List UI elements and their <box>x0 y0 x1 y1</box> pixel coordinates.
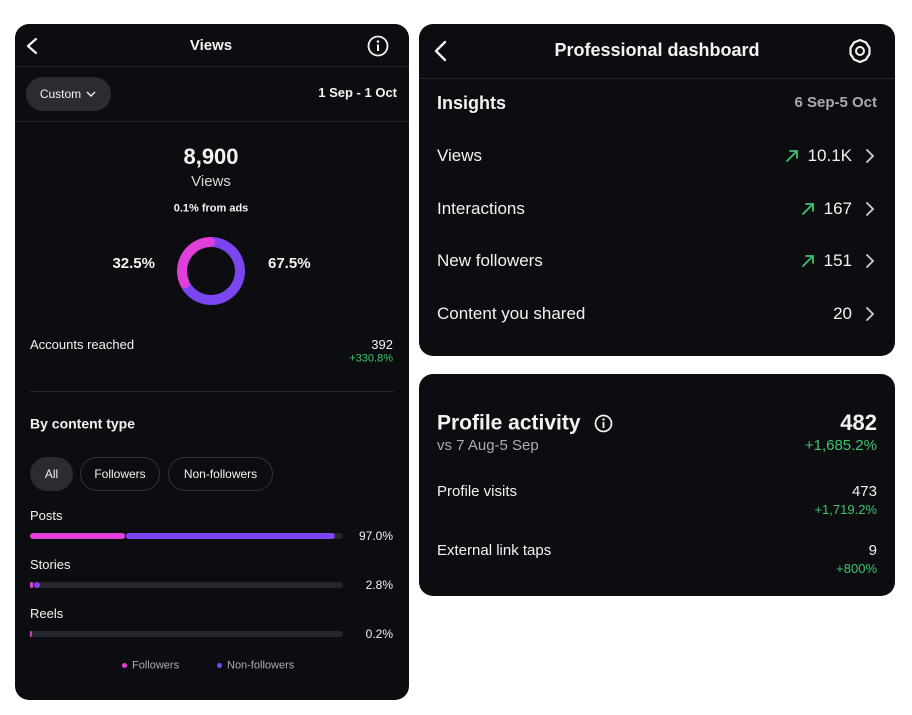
legend-dot <box>122 663 127 668</box>
legend-dot <box>217 663 222 668</box>
divider <box>419 78 895 79</box>
accounts-reached-change: +330.8% <box>349 352 393 365</box>
info-button[interactable] <box>594 414 613 433</box>
divider <box>15 66 409 67</box>
filter-label: Custom <box>39 87 82 101</box>
info-button[interactable] <box>367 35 389 57</box>
dashboard-title: Professional dashboard <box>554 40 760 61</box>
donut-value-label: 32.5% <box>112 255 155 272</box>
donut-chart <box>177 237 245 305</box>
trend-up-icon <box>785 150 798 162</box>
insights-title: Insights <box>437 93 507 114</box>
content-label: Posts <box>30 508 63 524</box>
profile-total: 482 <box>840 409 877 435</box>
settings-button[interactable] <box>847 38 873 64</box>
profile-row-change: +1,719.2% <box>814 502 877 518</box>
arrow <box>801 255 814 267</box>
chevron[interactable] <box>864 201 876 217</box>
tab[interactable]: Followers <box>80 457 160 491</box>
arrow <box>801 202 814 215</box>
profile-row-label: External link taps <box>437 542 552 559</box>
content-percent: 97.0% <box>358 528 393 543</box>
content-type-title: By content type <box>30 415 136 432</box>
insight-label: Views <box>437 145 483 165</box>
chevron[interactable] <box>864 148 876 164</box>
insight-value: 167 <box>823 198 852 218</box>
chevron-path <box>866 149 875 163</box>
chevron[interactable] <box>864 253 876 269</box>
tab[interactable]: All <box>30 457 73 491</box>
bar-segment <box>30 582 34 588</box>
trend-up-icon <box>801 202 814 215</box>
insight-value: 10.1K <box>807 145 852 165</box>
dashboard-panel <box>419 24 895 356</box>
content-label: Stories <box>30 557 71 573</box>
ads-note: 0.1% from ads <box>173 202 249 215</box>
trend-up-icon <box>801 255 814 267</box>
views-total-label: Views <box>191 173 231 190</box>
content-percent: 0.2% <box>365 626 393 641</box>
profile-panel <box>419 374 895 596</box>
chevron[interactable] <box>864 306 876 322</box>
content-percent: 2.8% <box>365 577 393 592</box>
accounts-reached-label: Accounts reached <box>30 337 135 353</box>
chevron-path <box>866 201 875 216</box>
bar-track <box>30 582 343 588</box>
insight-label: Interactions <box>437 198 525 218</box>
arrow <box>785 150 798 162</box>
bar-segment <box>30 533 126 539</box>
back-button[interactable] <box>24 37 40 55</box>
profile-row-value: 9 <box>868 542 877 559</box>
chevron-path <box>866 306 875 321</box>
insight-value: 20 <box>833 303 852 323</box>
dropdown-icon <box>86 91 96 97</box>
bar-track <box>30 631 343 637</box>
profile-row-value: 473 <box>851 483 877 500</box>
donut-segment <box>177 237 215 289</box>
donut-value-label: 67.5% <box>268 255 311 272</box>
profile-change: +1,685.2% <box>804 437 877 454</box>
date-range: 1 Sep - 1 Oct <box>318 85 397 101</box>
accounts-reached-value: 392 <box>371 337 393 353</box>
profile-subtitle: vs 7 Aug-5 Sep <box>437 437 539 454</box>
views-title: Views <box>189 37 233 54</box>
divider <box>15 121 409 122</box>
legend-text: Non-followers <box>227 659 295 672</box>
profile-row-change: +800% <box>836 561 877 577</box>
insights-date-range: 6 Sep-5 Oct <box>794 94 877 111</box>
bar-segment <box>34 582 40 588</box>
insight-label: New followers <box>437 250 543 270</box>
filter-button[interactable]: Custom <box>26 77 111 111</box>
bar-segment <box>126 533 335 539</box>
profile-row-label: Profile visits <box>437 483 518 500</box>
legend-text: Followers <box>132 659 180 672</box>
views-total: 8,900 <box>183 143 239 169</box>
content-label: Reels <box>30 606 64 622</box>
divider <box>30 391 394 392</box>
chevron-path <box>866 254 875 268</box>
donut-segment <box>180 237 245 305</box>
insight-label: Content you shared <box>437 303 586 323</box>
profile-title: Profile activity <box>437 411 581 435</box>
insight-value: 151 <box>823 250 852 270</box>
back-button[interactable] <box>431 40 449 62</box>
tab[interactable]: Non-followers <box>168 457 273 491</box>
